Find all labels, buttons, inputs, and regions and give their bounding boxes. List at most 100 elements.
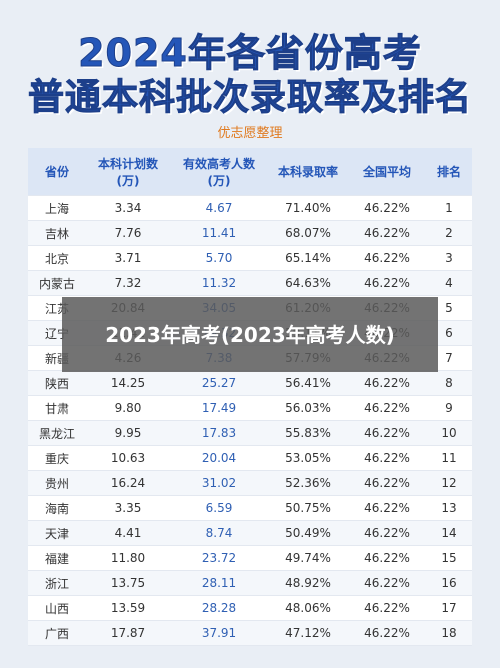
table-cell: 5 [445, 301, 453, 315]
table-cell: 50.49% [285, 526, 331, 540]
table-row: 贵州 16.24 31.02 52.36% 46.22% 12 [28, 471, 472, 496]
table-cell: 56.03% [285, 401, 331, 415]
table-cell: 贵州 [44, 476, 69, 491]
table-cell: 52.36% [285, 476, 331, 490]
table-cell: 内蒙古 [38, 276, 75, 291]
table-cell: 46.22% [364, 226, 410, 240]
table-row: 重庆 10.63 20.04 53.05% 46.22% 11 [28, 446, 472, 471]
header-text: (万) [116, 173, 140, 188]
table-cell: 浙江 [44, 576, 69, 591]
source: 优志愿整理 [217, 126, 283, 141]
table-cell: 46.22% [364, 526, 410, 540]
table-row: 天津 4.41 8.74 50.49% 46.22% 14 [28, 521, 472, 546]
table-cell: 3.35 [114, 501, 142, 515]
table-cell: 37.91 [201, 626, 237, 640]
table-cell: 8.74 [205, 526, 233, 540]
table-cell: 46.22% [364, 626, 410, 640]
table-cell: 71.40% [285, 201, 331, 215]
table-cell: 31.02 [201, 476, 237, 490]
table-cell: 11.80 [110, 551, 146, 565]
table-cell: 13 [441, 501, 457, 515]
table-cell: 3.34 [114, 201, 142, 215]
table-cell: 1 [445, 201, 453, 215]
table-cell: 吉林 [44, 226, 69, 241]
header-cell: 本科计划数 (万) [86, 148, 170, 195]
table-cell: 23.72 [201, 551, 237, 565]
table-cell: 9 [445, 401, 453, 415]
table-cell: 北京 [44, 251, 69, 266]
table-cell: 46.22% [364, 376, 410, 390]
table-cell: 10 [441, 426, 457, 440]
table-cell: 4.41 [114, 526, 142, 540]
header-text: (万) [207, 173, 231, 188]
table-cell: 6.59 [205, 501, 233, 515]
table-cell: 16.24 [110, 476, 146, 490]
header-cell: 全国平均 [348, 148, 426, 195]
table-cell: 14.25 [110, 376, 146, 390]
table-cell: 46.22% [364, 276, 410, 290]
table-cell: 46.22% [364, 501, 410, 515]
table-cell: 13.75 [110, 576, 146, 590]
table-cell: 陕西 [44, 376, 69, 391]
table-cell: 海南 [44, 501, 69, 516]
table-cell: 2 [445, 226, 453, 240]
table-cell: 49.74% [285, 551, 331, 565]
table-row: 甘肃 9.80 17.49 56.03% 46.22% 9 [28, 396, 472, 421]
table-cell: 13.59 [110, 601, 146, 615]
table-cell: 14 [441, 526, 457, 540]
table-cell: 5.70 [205, 251, 233, 265]
table-cell: 48.92% [285, 576, 331, 590]
table-row: 吉林 7.76 11.41 68.07% 46.22% 2 [28, 221, 472, 246]
table-cell: 25.27 [201, 376, 237, 390]
title: 2024年各省份高考 [78, 31, 422, 76]
table-cell: 10.63 [110, 451, 146, 465]
table-cell: 7.76 [114, 226, 142, 240]
table-cell: 8 [445, 376, 453, 390]
table-row: 上海 3.34 4.67 71.40% 46.22% 1 [28, 196, 472, 221]
table-cell: 46.22% [364, 551, 410, 565]
table: 省份 本科计划数 (万) 有效高考人数 (万) 本科录取率 全国平均 排名 上海 3.34 4.67… [28, 148, 472, 646]
table-cell: 17.49 [201, 401, 237, 415]
table-cell: 4 [445, 276, 453, 290]
table-row: 广西 17.87 37.91 47.12% 46.22% 18 [28, 621, 472, 646]
title: 普通本科批次录取率及排名 [27, 77, 472, 119]
table-cell: 46.22% [364, 251, 410, 265]
table-cell: 甘肃 [44, 401, 69, 416]
table-row: 北京 3.71 5.70 65.14% 46.22% 3 [28, 246, 472, 271]
table-cell: 17 [441, 601, 457, 615]
header-cell: 省份 [28, 148, 86, 195]
header-text: 本科计划数 [97, 156, 158, 171]
table-cell: 福建 [44, 551, 69, 566]
header-text: 有效高考人数 [182, 156, 255, 171]
table-cell: 11 [441, 451, 457, 465]
table-row: 黑龙江 9.95 17.83 55.83% 46.22% 10 [28, 421, 472, 446]
table-cell: 天津 [44, 526, 69, 541]
table-cell: 6 [445, 326, 453, 340]
header-cell: 有效高考人数 (万) [170, 148, 268, 195]
table-cell: 46.22% [364, 426, 410, 440]
header-cell: 本科录取率 [268, 148, 348, 195]
table-cell: 广西 [44, 626, 69, 641]
table-cell: 9.80 [114, 401, 142, 415]
table-cell: 9.95 [114, 426, 142, 440]
table-cell: 68.07% [285, 226, 331, 240]
table-cell: 28.11 [201, 576, 237, 590]
table-cell: 64.63% [285, 276, 331, 290]
table-row: 内蒙古 7.32 11.32 64.63% 46.22% 4 [28, 271, 472, 296]
table-cell: 7 [445, 351, 453, 365]
overlay-caption: 2023年高考(2023年高考人数) [62, 297, 438, 372]
table-cell: 上海 [44, 201, 69, 216]
table-cell: 18 [441, 626, 457, 640]
table-cell: 17.87 [110, 626, 146, 640]
table-row: 陕西 14.25 25.27 56.41% 46.22% 8 [28, 371, 472, 396]
table-cell: 12 [441, 476, 457, 490]
table-cell: 黑龙江 [38, 426, 75, 441]
table-cell: 46.22% [364, 476, 410, 490]
table-cell: 11.41 [201, 226, 237, 240]
table-cell: 17.83 [201, 426, 237, 440]
table-cell: 47.12% [285, 626, 331, 640]
table-cell: 48.06% [285, 601, 331, 615]
header-text: 排名 [436, 165, 461, 179]
table-cell: 46.22% [364, 401, 410, 415]
